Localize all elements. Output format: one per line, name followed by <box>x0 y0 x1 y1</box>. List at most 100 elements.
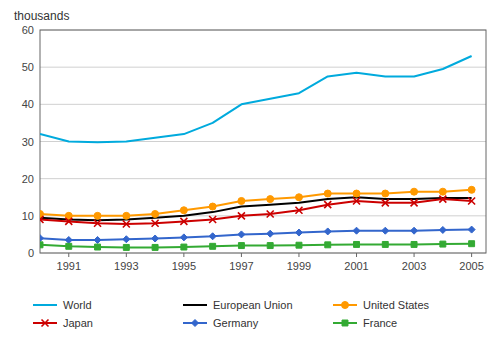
point-marker <box>295 229 302 236</box>
point-marker <box>353 197 360 204</box>
x-tick <box>68 253 69 257</box>
point-marker <box>354 241 360 247</box>
point-marker <box>94 220 101 227</box>
point-marker <box>468 226 475 233</box>
point-marker <box>210 243 216 249</box>
point-marker <box>66 243 72 249</box>
point-marker <box>295 194 302 201</box>
x-tick <box>241 253 242 257</box>
point-marker <box>468 186 475 193</box>
series-line <box>40 230 472 240</box>
point-marker <box>180 218 187 225</box>
point-marker <box>238 197 245 204</box>
legend-marker <box>42 320 49 327</box>
point-marker <box>439 196 446 203</box>
point-marker <box>123 244 129 250</box>
point-marker <box>469 241 475 247</box>
point-marker <box>411 188 418 195</box>
point-marker <box>40 216 44 223</box>
point-marker <box>353 227 360 234</box>
point-marker <box>238 231 245 238</box>
x-tick-label: 1993 <box>114 260 138 272</box>
point-marker <box>180 234 187 241</box>
plot-area <box>40 56 475 250</box>
legend-marker <box>342 302 349 309</box>
legend-label: Germany <box>213 317 259 329</box>
point-marker <box>439 226 446 233</box>
point-marker <box>411 199 418 206</box>
y-tick-label: 60 <box>22 24 34 36</box>
point-marker <box>267 243 273 249</box>
point-marker <box>209 233 216 240</box>
y-tick-label: 40 <box>22 98 34 110</box>
point-marker <box>40 235 44 242</box>
point-marker <box>152 210 159 217</box>
point-marker <box>94 212 101 219</box>
x-tick <box>471 253 472 257</box>
y-tick-label: 50 <box>22 61 34 73</box>
point-marker <box>209 216 216 223</box>
legend-label: France <box>363 317 397 329</box>
point-marker <box>209 203 216 210</box>
point-marker <box>295 207 302 214</box>
legend-label: European Union <box>213 299 293 311</box>
point-marker <box>152 235 159 242</box>
point-marker <box>152 244 158 250</box>
point-marker <box>94 236 101 243</box>
point-marker <box>40 242 43 248</box>
series-line <box>40 56 472 142</box>
x-tick-label: 1999 <box>287 260 311 272</box>
point-marker <box>324 228 331 235</box>
legend-label: World <box>63 299 92 311</box>
point-marker <box>65 218 72 225</box>
x-tick-label: 2005 <box>459 260 483 272</box>
x-tick-label: 2003 <box>402 260 426 272</box>
point-marker <box>267 210 274 217</box>
point-marker <box>123 221 130 228</box>
x-tick-label: 2001 <box>344 260 368 272</box>
x-tick <box>298 253 299 257</box>
point-marker <box>267 230 274 237</box>
point-marker <box>267 196 274 203</box>
x-tick-label: 1997 <box>229 260 253 272</box>
point-marker <box>65 236 72 243</box>
grid-line <box>40 178 486 179</box>
x-tick <box>356 253 357 257</box>
point-marker <box>180 207 187 214</box>
point-marker <box>382 199 389 206</box>
point-marker <box>238 212 245 219</box>
point-marker <box>123 236 130 243</box>
x-tick <box>414 253 415 257</box>
point-marker <box>382 190 389 197</box>
point-marker <box>238 243 244 249</box>
point-marker <box>152 220 159 227</box>
y-tick-label: 20 <box>22 173 34 185</box>
point-marker <box>353 190 360 197</box>
point-marker <box>324 201 331 208</box>
grid-line <box>40 67 486 68</box>
grid-line <box>40 104 486 105</box>
legend-marker <box>192 320 199 327</box>
point-marker <box>440 241 446 247</box>
point-marker <box>325 242 331 248</box>
point-marker <box>382 227 389 234</box>
point-marker <box>123 212 130 219</box>
plot-frame <box>40 30 486 253</box>
point-marker <box>411 241 417 247</box>
legend-label: Japan <box>63 317 93 329</box>
legend-marker <box>342 320 348 326</box>
series-line <box>40 199 472 224</box>
point-marker <box>411 227 418 234</box>
y-tick-label: 30 <box>22 136 34 148</box>
legend: World European Union United States Japan Ger… <box>33 299 430 329</box>
point-marker <box>439 188 446 195</box>
point-marker <box>296 242 302 248</box>
x-tick <box>126 253 127 257</box>
x-tick-label: 1995 <box>172 260 196 272</box>
legend-label: United States <box>363 299 430 311</box>
legend-swatch <box>33 304 57 306</box>
series-line <box>40 244 472 248</box>
point-marker <box>95 244 101 250</box>
legend-swatch <box>183 304 207 306</box>
y-tick-label: 0 <box>28 247 34 259</box>
